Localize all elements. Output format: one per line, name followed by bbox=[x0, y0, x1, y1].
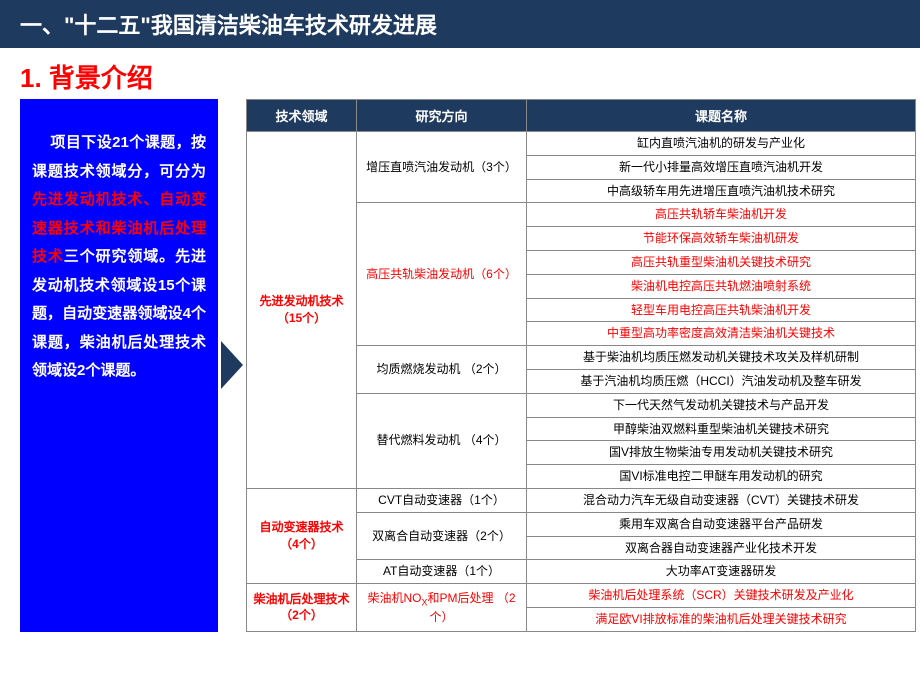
topic-cell: 混合动力汽车无级自动变速器（CVT）关键技术研发 bbox=[527, 488, 916, 512]
topic-cell: 下一代天然气发动机关键技术与产品开发 bbox=[527, 393, 916, 417]
direction-cell: 柴油机NOX和PM后处理 （2个） bbox=[357, 584, 527, 632]
th-domain: 技术领域 bbox=[247, 100, 357, 132]
direction-cell: AT自动变速器（1个） bbox=[357, 560, 527, 584]
topic-cell: 轻型车用电控高压共轨柴油机开发 bbox=[527, 298, 916, 322]
content-row: 项目下设21个课题，按课题技术领域分，可分为先进发动机技术、自动变速器技术和柴油… bbox=[0, 99, 920, 632]
domain-cell: 自动变速器技术（4个） bbox=[247, 488, 357, 583]
table-header-row: 技术领域 研究方向 课题名称 bbox=[247, 100, 916, 132]
page-header: 一、"十二五"我国清洁柴油车技术研发进展 bbox=[0, 0, 920, 50]
topic-cell: 节能环保高效轿车柴油机研发 bbox=[527, 227, 916, 251]
topic-cell: 柴油机后处理系统（SCR）关键技术研发及产业化 bbox=[527, 584, 916, 608]
direction-cell: 增压直喷汽油发动机（3个） bbox=[357, 132, 527, 203]
topic-cell: 中高级轿车用先进增压直喷汽油机技术研究 bbox=[527, 179, 916, 203]
intro-post: 三个研究领域。先进发动机技术领域设15个课题，自动变速器领域设4个课题，柴油机后… bbox=[32, 248, 206, 379]
topic-cell: 高压共轨轿车柴油机开发 bbox=[527, 203, 916, 227]
direction-cell: 替代燃料发动机 （4个） bbox=[357, 393, 527, 488]
arrow-wrap bbox=[218, 99, 246, 632]
topic-cell: 中重型高功率密度高效清洁柴油机关键技术 bbox=[527, 322, 916, 346]
th-direction: 研究方向 bbox=[357, 100, 527, 132]
arrow-right-icon bbox=[221, 341, 243, 389]
topics-table: 技术领域 研究方向 课题名称 先进发动机技术（15个）增压直喷汽油发动机（3个）… bbox=[246, 99, 916, 632]
topic-cell: 国V排放生物柴油专用发动机关键技术研究 bbox=[527, 441, 916, 465]
section-subtitle: 1. 背景介绍 bbox=[0, 50, 920, 99]
table-row: 自动变速器技术（4个）CVT自动变速器（1个）混合动力汽车无级自动变速器（CVT… bbox=[247, 488, 916, 512]
intro-panel: 项目下设21个课题，按课题技术领域分，可分为先进发动机技术、自动变速器技术和柴油… bbox=[20, 99, 218, 632]
topic-cell: 乘用车双离合自动变速器平台产品研发 bbox=[527, 512, 916, 536]
topic-cell: 高压共轨重型柴油机关键技术研究 bbox=[527, 250, 916, 274]
topic-cell: 双离合器自动变速器产业化技术开发 bbox=[527, 536, 916, 560]
direction-cell: 均质燃烧发动机 （2个） bbox=[357, 346, 527, 394]
topic-cell: 缸内直喷汽油机的研发与产业化 bbox=[527, 132, 916, 156]
direction-cell: 双离合自动变速器（2个） bbox=[357, 512, 527, 560]
table-row: 先进发动机技术（15个）增压直喷汽油发动机（3个）缸内直喷汽油机的研发与产业化 bbox=[247, 132, 916, 156]
intro-pre: 项目下设21个课题，按课题技术领域分，可分为 bbox=[32, 134, 206, 180]
topic-cell: 大功率AT变速器研发 bbox=[527, 560, 916, 584]
table-row: 柴油机后处理技术（2个）柴油机NOX和PM后处理 （2个）柴油机后处理系统（SC… bbox=[247, 584, 916, 608]
topic-cell: 柴油机电控高压共轨燃油喷射系统 bbox=[527, 274, 916, 298]
th-topic: 课题名称 bbox=[527, 100, 916, 132]
domain-cell: 先进发动机技术（15个） bbox=[247, 132, 357, 489]
topic-cell: 基于柴油机均质压燃发动机关键技术攻关及样机研制 bbox=[527, 346, 916, 370]
domain-cell: 柴油机后处理技术（2个） bbox=[247, 584, 357, 632]
topic-cell: 满足欧VI排放标准的柴油机后处理关键技术研究 bbox=[527, 607, 916, 631]
direction-cell: 高压共轨柴油发动机（6个） bbox=[357, 203, 527, 346]
topic-cell: 新一代小排量高效增压直喷汽油机开发 bbox=[527, 155, 916, 179]
table-wrap: 技术领域 研究方向 课题名称 先进发动机技术（15个）增压直喷汽油发动机（3个）… bbox=[246, 99, 916, 632]
table-body: 先进发动机技术（15个）增压直喷汽油发动机（3个）缸内直喷汽油机的研发与产业化新… bbox=[247, 132, 916, 632]
page-title: 一、"十二五"我国清洁柴油车技术研发进展 bbox=[20, 13, 437, 38]
topic-cell: 基于汽油机均质压燃（HCCI）汽油发动机及整车研发 bbox=[527, 369, 916, 393]
topic-cell: 甲醇柴油双燃料重型柴油机关键技术研究 bbox=[527, 417, 916, 441]
topic-cell: 国VI标准电控二甲醚车用发动机的研究 bbox=[527, 465, 916, 489]
direction-cell: CVT自动变速器（1个） bbox=[357, 488, 527, 512]
